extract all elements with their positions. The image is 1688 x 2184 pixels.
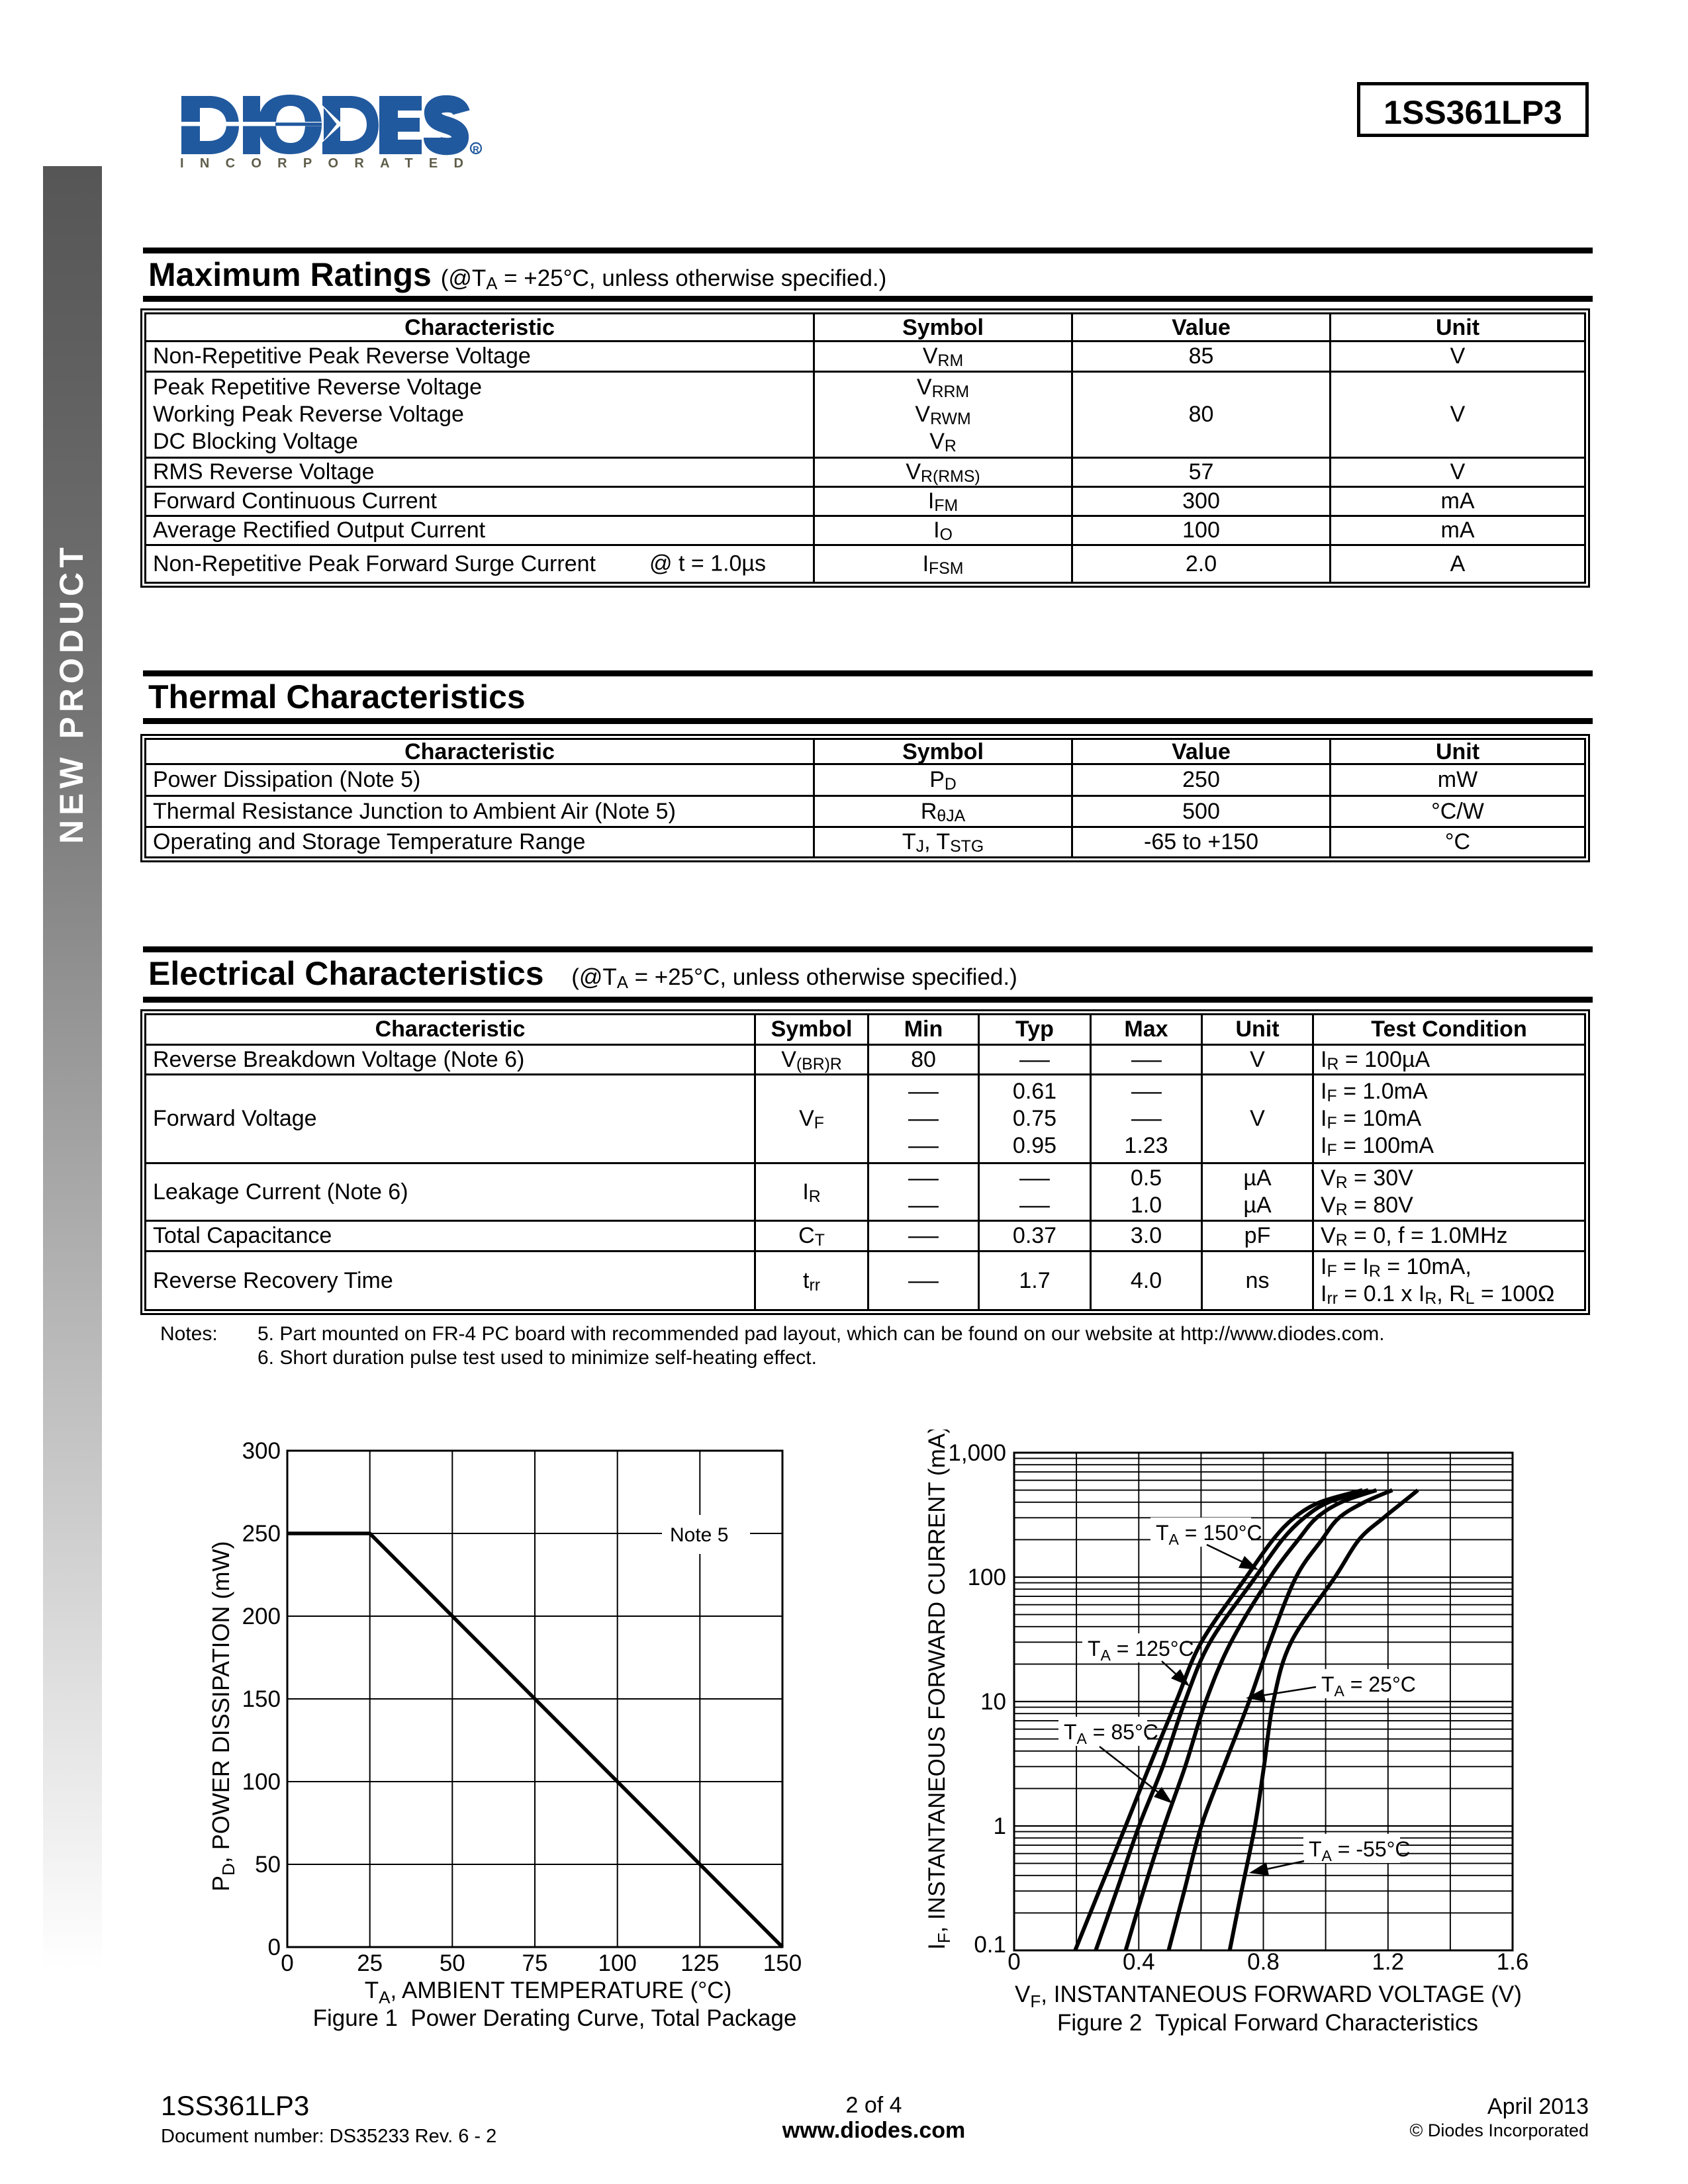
svg-text:10: 10 (980, 1689, 1006, 1715)
svg-text:300: 300 (242, 1438, 281, 1464)
svg-text:1.2: 1.2 (1372, 1949, 1404, 1975)
svg-text:TA = 125°C: TA = 125°C (1088, 1637, 1194, 1664)
svg-text:R: R (473, 144, 479, 154)
svg-text:125: 125 (680, 1950, 719, 1976)
svg-text:100: 100 (968, 1565, 1006, 1590)
svg-text:75: 75 (522, 1950, 548, 1976)
svg-text:50: 50 (255, 1852, 281, 1878)
svg-text:250: 250 (242, 1521, 281, 1547)
svg-text:TA, AMBIENT TEMPERATURE (°C): TA, AMBIENT TEMPERATURE (°C) (365, 1978, 731, 2007)
svg-text:PD, POWER DISSIPATION (mW): PD, POWER DISSIPATION (mW) (207, 1541, 238, 1891)
svg-text:1,000: 1,000 (948, 1440, 1006, 1466)
svg-text:Note 5: Note 5 (670, 1524, 728, 1546)
svg-text:Figure 1 Power Derating Curve: Figure 1 Power Derating Curve, Total Pac… (313, 2005, 797, 2031)
svg-text:0.8: 0.8 (1247, 1949, 1280, 1975)
svg-text:100: 100 (598, 1950, 636, 1976)
svg-text:Figure 2 Typical Forward Char: Figure 2 Typical Forward Characteristics (1057, 2010, 1478, 2036)
svg-text:0.1: 0.1 (974, 1932, 1006, 1958)
svg-text:100: 100 (242, 1769, 281, 1795)
svg-text:0: 0 (268, 1934, 281, 1960)
svg-text:1: 1 (994, 1813, 1006, 1839)
svg-text:25: 25 (357, 1950, 383, 1976)
svg-text:IF, INSTANTANEOUS FORWARD CURR: IF, INSTANTANEOUS FORWARD CURRENT (mA) (924, 1430, 954, 1950)
svg-text:150: 150 (763, 1950, 802, 1976)
svg-text:TA = 25°C: TA = 25°C (1321, 1672, 1416, 1700)
svg-text:VF, INSTANTANEOUS FORWARD VOLT: VF, INSTANTANEOUS FORWARD VOLTAGE (V) (1015, 1981, 1522, 2011)
svg-text:200: 200 (242, 1604, 281, 1629)
svg-text:0: 0 (281, 1950, 293, 1976)
svg-text:TA = 150°C: TA = 150°C (1156, 1521, 1262, 1548)
svg-text:0.4: 0.4 (1123, 1949, 1155, 1975)
svg-text:0: 0 (1008, 1949, 1020, 1975)
svg-text:INCORPORATED: INCORPORATED (180, 156, 463, 171)
svg-text:150: 150 (242, 1686, 281, 1712)
svg-text:50: 50 (440, 1950, 465, 1976)
svg-text:1.6: 1.6 (1497, 1949, 1529, 1975)
